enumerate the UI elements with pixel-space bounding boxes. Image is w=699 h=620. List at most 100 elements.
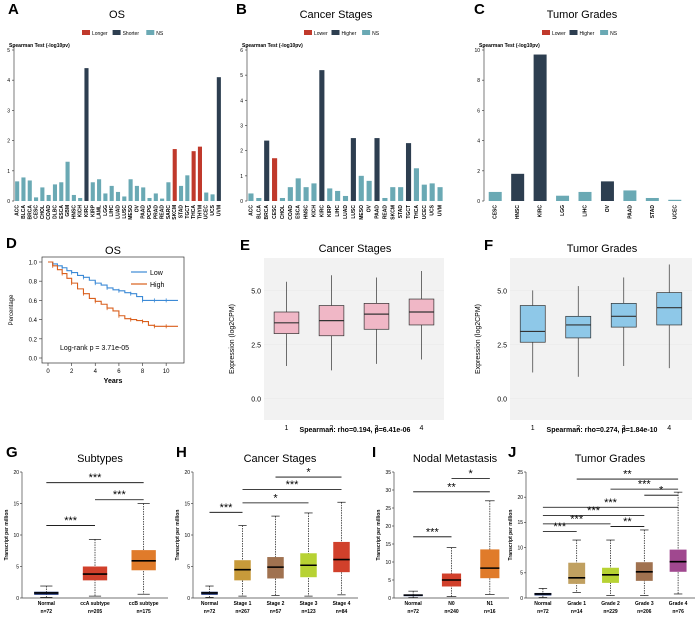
y-axis-label-A: Spearman Test (-log10pv) xyxy=(9,43,70,49)
x-tick-label-B-read: READ xyxy=(382,205,388,220)
bar-A-dlbc xyxy=(52,184,58,201)
x-tick-label-A-tgct: TGCT xyxy=(185,205,191,219)
y-tick-label-E-0: 0.0 xyxy=(251,396,261,403)
legend-swatch-B-1 xyxy=(331,30,340,35)
bar-A-read xyxy=(160,198,165,201)
box-J-1 xyxy=(568,562,586,584)
chart-title-C: Tumor Grades xyxy=(547,9,618,21)
x-tick-label-E-1: 2 xyxy=(330,425,334,432)
bar-A-stad xyxy=(178,185,184,201)
sample-count-H-1: n=267 xyxy=(235,609,250,615)
bar-A-chol xyxy=(40,187,45,201)
bar-A-laml xyxy=(97,179,102,201)
legend-swatch-B-0 xyxy=(304,30,312,35)
x-tick-label-D-1: 2 xyxy=(70,369,74,375)
y-tick-label-I-6: 30 xyxy=(385,488,391,494)
sample-count-J-2: n=229 xyxy=(603,609,618,615)
bar-A-acc xyxy=(15,181,20,201)
y-tick-label-A-0: 0 xyxy=(7,199,10,205)
x-tick-label-B-cesc: CESC xyxy=(272,205,278,219)
x-tick-label-B-ucs: UCS xyxy=(430,204,436,215)
significance-label-G-2: *** xyxy=(89,472,103,484)
x-tick-label-A-uvm: UVM xyxy=(216,205,222,216)
bar-B-chol xyxy=(279,197,286,201)
bar-A-hnsc xyxy=(71,194,76,201)
bar-B-meso xyxy=(358,175,364,201)
y-tick-label-D-1: 0.2 xyxy=(29,337,38,343)
y-tick-label-F-0: 0.0 xyxy=(497,396,507,403)
panel-label-H: H xyxy=(176,444,187,461)
significance-label-H-1: * xyxy=(273,492,278,504)
x-tick-label-A-meso: MESO xyxy=(128,205,134,220)
chart-title-E: Cancer Stages xyxy=(319,243,392,255)
caption-F: Spearman: rho=0.274, p=1.84e-10 xyxy=(547,427,658,434)
y-tick-label-I-5: 25 xyxy=(385,506,391,512)
bar-A-ucs xyxy=(210,194,215,201)
sample-count-G-1: n=205 xyxy=(88,609,103,615)
y-tick-label-A-2: 2 xyxy=(7,139,10,145)
x-tick-label-A-prad: PRAD xyxy=(153,205,159,220)
x-tick-label-D-3: 6 xyxy=(117,369,121,375)
legend-swatch-B-2 xyxy=(362,30,371,35)
bar-A-luad xyxy=(115,191,121,201)
bar-B-esca xyxy=(295,178,301,201)
x-tick-label-A-luad: LUAD xyxy=(116,205,122,219)
bar-A-kich xyxy=(78,197,83,201)
x-tick-label-B-skcm: SKCM xyxy=(390,205,396,220)
bar-B-ucec xyxy=(421,184,427,201)
sample-count-J-1: n=14 xyxy=(571,609,583,615)
bar-A-paad xyxy=(141,187,146,201)
bar-A-thym xyxy=(197,146,202,201)
x-tick-label-C-hnsc: HNSC xyxy=(515,205,521,220)
chart-title-H: Cancer Stages xyxy=(244,453,317,465)
x-tick-label-H-1: Stage 1 xyxy=(234,601,252,607)
x-tick-label-A-lusc: LUSC xyxy=(122,205,128,219)
x-tick-label-B-kirp: KIRP xyxy=(327,204,333,217)
log-rank-annotation: Log-rank p = 3.71e-05 xyxy=(60,345,129,352)
significance-label-H-2: *** xyxy=(286,479,300,491)
bar-B-tgct xyxy=(405,143,412,201)
x-tick-label-B-brca: BRCA xyxy=(264,205,270,220)
x-tick-label-J-2: Grade 2 xyxy=(601,601,620,607)
x-tick-label-A-ucec: UCEC xyxy=(204,205,210,220)
legend-swatch-C-0 xyxy=(542,30,550,35)
legend-label-D-low: Low xyxy=(150,270,164,277)
panel-label-E: E xyxy=(240,237,250,254)
y-tick-label-H-2: 10 xyxy=(184,533,190,539)
bar-A-skcm xyxy=(172,149,177,201)
bar-B-luad xyxy=(342,195,349,201)
sample-count-J-4: n=76 xyxy=(672,609,684,615)
bar-A-cesc xyxy=(34,197,39,201)
bar-A-kirp xyxy=(90,182,95,201)
bar-C-hnsc xyxy=(511,173,525,201)
x-tick-label-A-lgg: LGG xyxy=(103,205,109,216)
significance-label-J-3: *** xyxy=(587,505,601,517)
significance-label-J-7: ** xyxy=(623,469,632,481)
x-tick-label-A-pcpg: PCPG xyxy=(147,205,153,219)
bar-B-paad xyxy=(374,138,380,201)
y-tick-label-J-2: 10 xyxy=(517,545,523,551)
bar-A-lihc xyxy=(109,185,114,201)
x-tick-label-H-0: Normal xyxy=(201,601,219,607)
bar-B-read xyxy=(382,197,388,201)
y-tick-label-C-2: 4 xyxy=(477,139,480,145)
box-E-2 xyxy=(363,303,390,330)
y-tick-label-I-3: 15 xyxy=(385,542,391,548)
x-tick-label-A-dlbc: DLBC xyxy=(52,205,58,219)
legend-swatch-A-0 xyxy=(82,30,90,35)
bar-A-sarc xyxy=(166,182,171,201)
y-tick-label-G-0: 0 xyxy=(16,596,19,602)
y-tick-label-J-5: 25 xyxy=(517,470,523,476)
x-tick-label-I-0: Normal xyxy=(405,601,423,607)
y-axis-label-G: Transcript per million xyxy=(4,510,10,561)
significance-label-J-4: *** xyxy=(604,497,618,509)
x-tick-label-H-2: Stage 2 xyxy=(267,601,285,607)
x-tick-label-A-paad: PAAD xyxy=(141,205,147,219)
x-tick-label-B-acc: ACC xyxy=(248,205,254,216)
y-tick-label-I-0: 0 xyxy=(388,596,391,602)
box-F-2 xyxy=(610,303,637,328)
x-tick-label-A-laml: LAML xyxy=(97,205,103,219)
significance-label-J-0: *** xyxy=(553,521,567,533)
y-tick-label-G-2: 10 xyxy=(13,533,19,539)
x-tick-label-A-ov: OV xyxy=(134,204,140,212)
